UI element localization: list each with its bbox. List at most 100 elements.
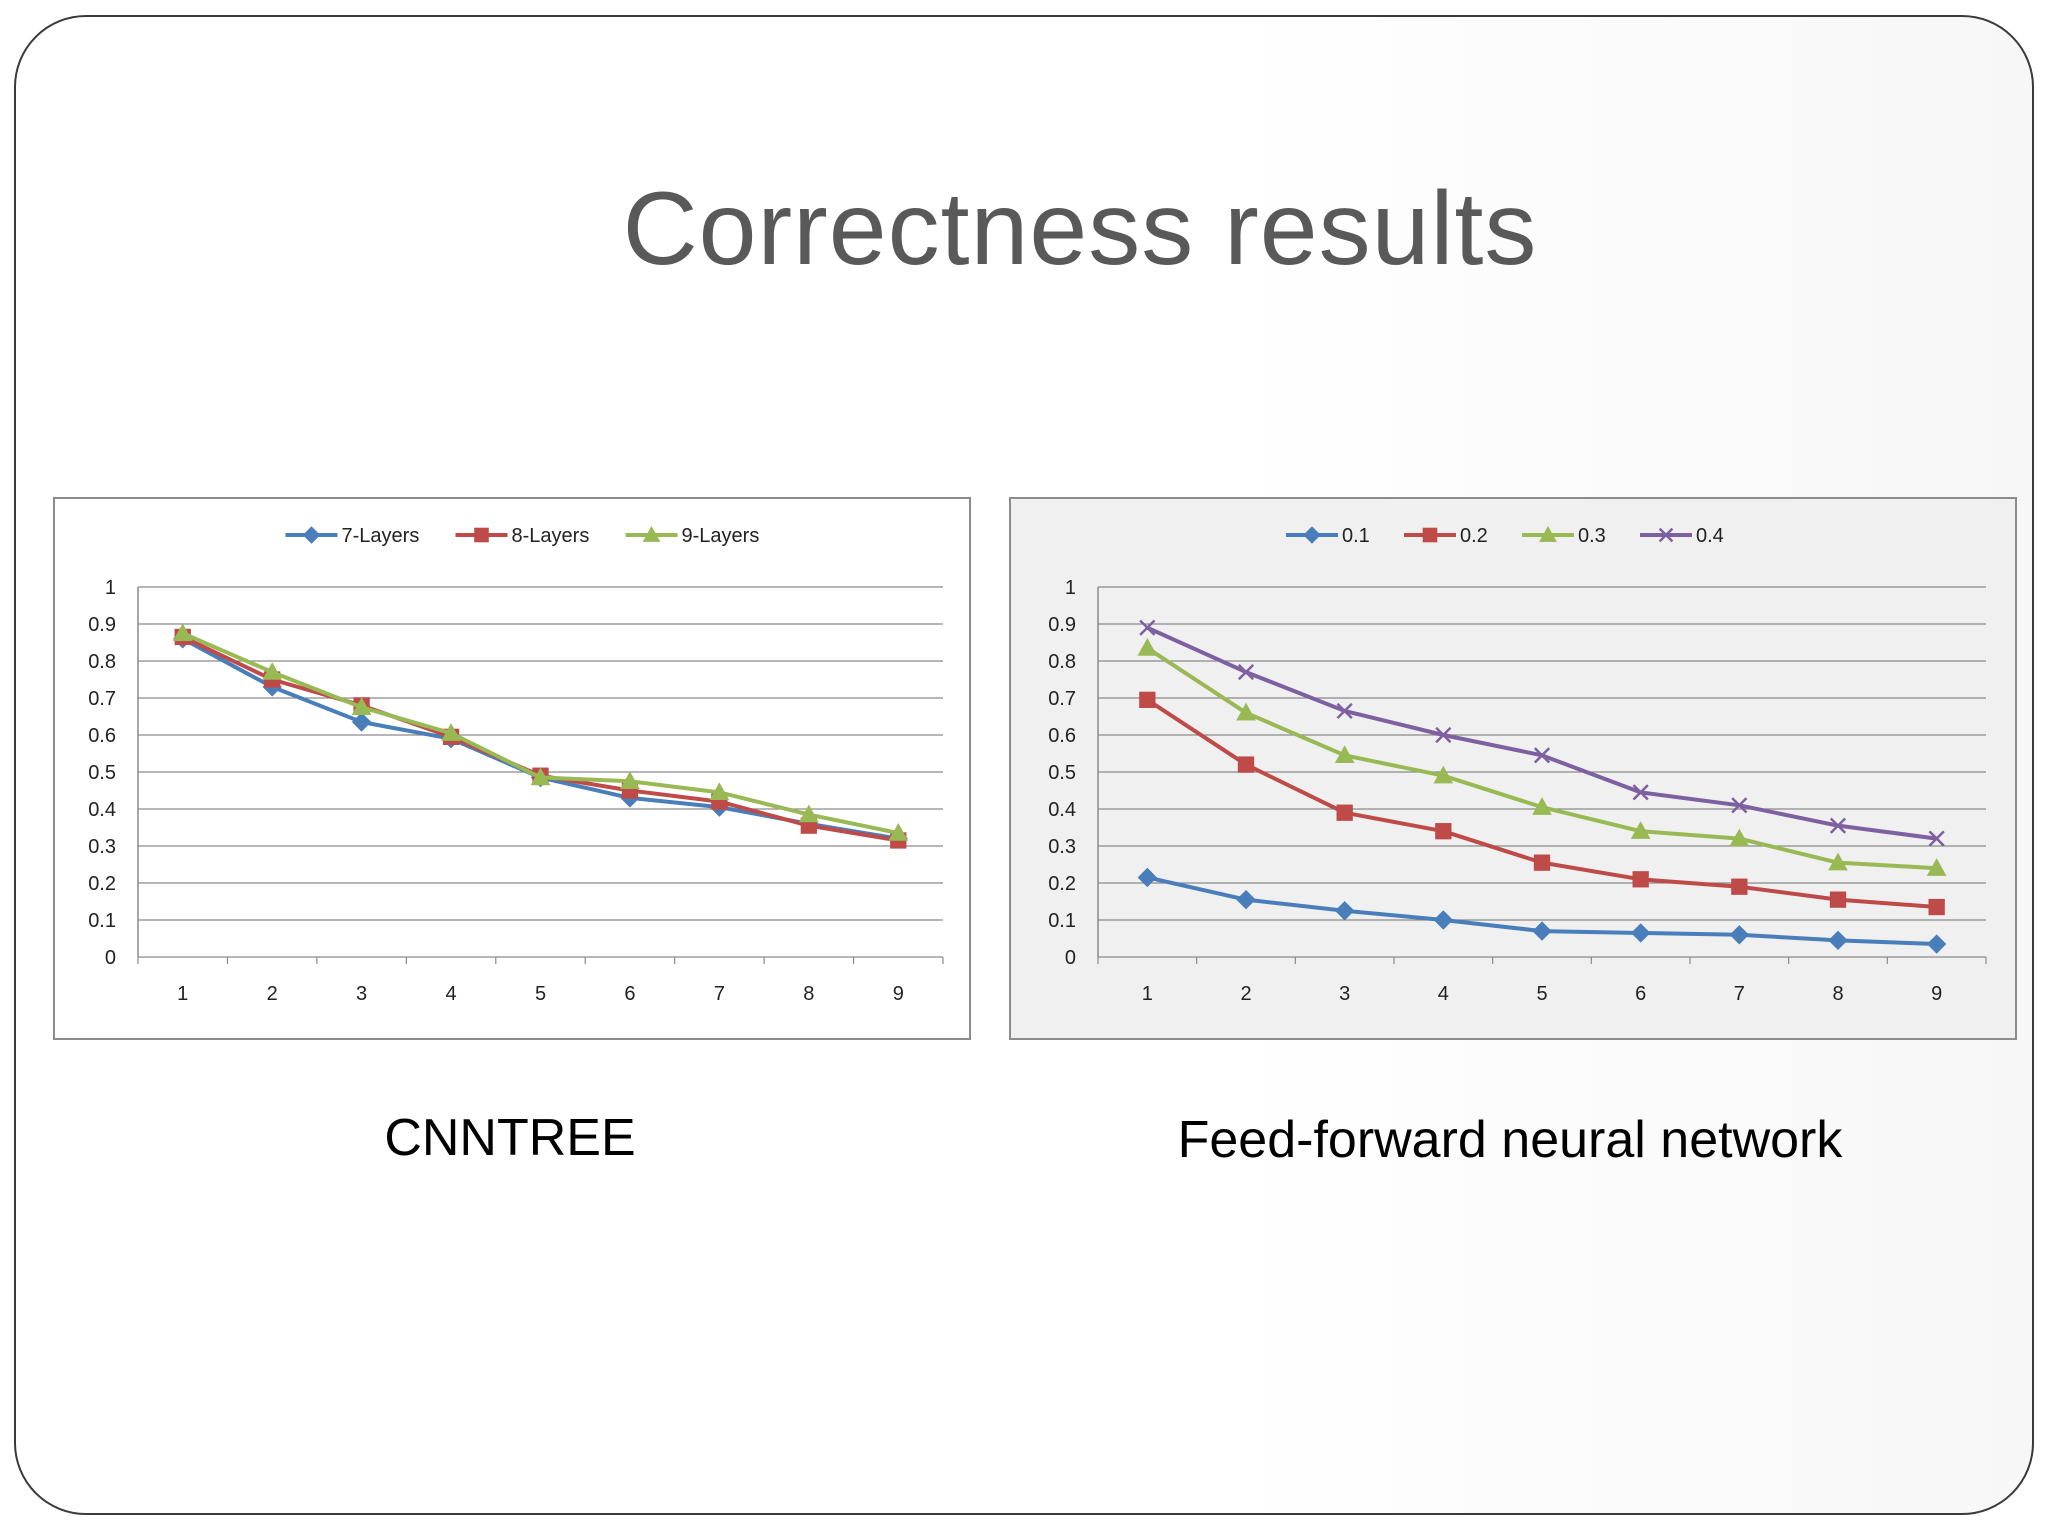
ffnn-data-point bbox=[1336, 804, 1353, 821]
cnntree-ytick-label: 0.4 bbox=[88, 799, 116, 821]
ffnn-legend-label: 0.2 bbox=[1460, 525, 1488, 547]
ffnn-ytick-label: 0.7 bbox=[1048, 688, 1076, 710]
cnntree-ytick-label: 0.8 bbox=[88, 651, 116, 673]
ffnn-legend-entry: 0.2 bbox=[1404, 525, 1488, 547]
ffnn-xtick-label: 1 bbox=[1142, 983, 1153, 1005]
ffnn-xtick-label: 3 bbox=[1339, 983, 1350, 1005]
ffnn-legend-marker bbox=[1539, 525, 1557, 542]
ffnn-data-point bbox=[1336, 702, 1353, 720]
ffnn-data-point bbox=[1532, 921, 1552, 941]
ffnn-data-point bbox=[1533, 747, 1551, 764]
ffnn-data-point bbox=[1137, 867, 1158, 888]
ffnn-data-point bbox=[1236, 889, 1256, 910]
cnntree-data-point bbox=[888, 823, 909, 841]
cnntree-ytick-label: 1 bbox=[105, 577, 116, 599]
ffnn-ytick-label: 0.6 bbox=[1048, 725, 1076, 747]
cnntree-legend-label: 9-Layers bbox=[682, 525, 760, 547]
ffnn-xtick-label: 6 bbox=[1635, 983, 1646, 1005]
cnntree-ytick-label: 0.1 bbox=[88, 910, 116, 932]
ffnn-ytick-label: 0.4 bbox=[1048, 799, 1076, 821]
cnntree-legend-marker bbox=[474, 527, 489, 543]
ffnn-data-point bbox=[1334, 901, 1355, 921]
ffnn-data-point bbox=[1139, 619, 1156, 636]
ffnn-legend-entry: 0.4 bbox=[1640, 525, 1724, 547]
ffnn-xtick-label: 8 bbox=[1832, 983, 1843, 1005]
cnntree-caption: CNNTREE bbox=[384, 1109, 636, 1167]
ffnn-legend-label: 0.3 bbox=[1578, 525, 1606, 547]
ffnn-data-point bbox=[1139, 691, 1156, 708]
cnntree-ytick-label: 0.7 bbox=[88, 688, 116, 710]
ffnn-legend-marker bbox=[1303, 526, 1321, 544]
ffnn-data-point bbox=[1433, 765, 1454, 784]
ffnn-data-point bbox=[1828, 852, 1848, 871]
ffnn-data-point bbox=[1729, 828, 1750, 847]
ffnn-xtick-label: 9 bbox=[1931, 983, 1942, 1005]
ffnn-data-point bbox=[1533, 854, 1551, 871]
cnntree-xtick-label: 4 bbox=[445, 983, 456, 1005]
ffnn-data-point bbox=[1928, 898, 1945, 916]
ffnn-caption: Feed-forward neural network bbox=[1177, 1111, 1843, 1169]
ffnn-xtick-label: 2 bbox=[1240, 983, 1251, 1005]
ffnn-ytick-label: 0.3 bbox=[1048, 836, 1076, 858]
cnntree-data-point bbox=[351, 697, 372, 715]
cnntree-xtick-label: 3 bbox=[356, 983, 367, 1005]
ffnn-xtick-label: 5 bbox=[1536, 983, 1547, 1005]
ffnn-chart-svg: 0 0.1 0.2 0.3 0.4 0.5 0.6 0.7 0.8 0.9 1 1 2 3 4 5 6 7 8 9 0.… bbox=[1048, 525, 1987, 1005]
cnntree-data-point bbox=[172, 623, 193, 641]
ffnn-chart: 0 0.1 0.2 0.3 0.4 0.5 0.6 0.7 0.8 0.9 1 1 2 3 4 5 6 7 8 9 0.… bbox=[1009, 497, 2017, 1040]
cnntree-data-point bbox=[530, 767, 551, 786]
cnntree-series-1 bbox=[173, 629, 908, 849]
ffnn-data-point bbox=[1632, 871, 1649, 888]
ffnn-legend-entry: 0.1 bbox=[1286, 525, 1370, 547]
ffnn-ytick-label: 0.5 bbox=[1048, 762, 1076, 784]
ffnn-ytick-label: 0.1 bbox=[1048, 910, 1076, 932]
ffnn-data-point bbox=[1731, 797, 1748, 814]
ffnn-data-point bbox=[1928, 830, 1945, 847]
ffnn-data-point bbox=[1237, 756, 1255, 773]
ffnn-data-point bbox=[1926, 934, 1947, 954]
ffnn-xtick-label: 4 bbox=[1438, 983, 1449, 1005]
ffnn-data-point bbox=[1926, 858, 1947, 876]
cnntree-data-point bbox=[709, 782, 730, 801]
cnntree-ytick-label: 0.3 bbox=[88, 836, 116, 858]
cnntree-legend-marker bbox=[642, 525, 661, 542]
ffnn-legend-label: 0.4 bbox=[1696, 525, 1724, 547]
ffnn-series-1 bbox=[1137, 867, 1947, 954]
ffnn-data-point bbox=[1729, 925, 1750, 945]
ffnn-data-point bbox=[1237, 664, 1255, 681]
cnntree-legend-entry: 8-Layers bbox=[455, 525, 590, 547]
cnntree-data-point bbox=[620, 771, 640, 789]
cnntree-xtick-label: 5 bbox=[535, 983, 546, 1005]
ffnn-series-2 bbox=[1139, 691, 1945, 916]
cnntree-ytick-label: 0.2 bbox=[88, 873, 116, 895]
ffnn-data-point bbox=[1829, 817, 1847, 834]
ffnn-data-point bbox=[1828, 930, 1848, 951]
cnntree-data-point bbox=[798, 804, 819, 823]
ffnn-data-point bbox=[1532, 797, 1552, 815]
ffnn-xtick-label: 7 bbox=[1734, 983, 1745, 1005]
ffnn-data-point bbox=[1632, 784, 1649, 801]
ffnn-ytick-label: 0 bbox=[1065, 947, 1076, 969]
cnntree-xtick-label: 6 bbox=[624, 983, 635, 1005]
cnntree-ytick-label: 0 bbox=[105, 947, 116, 969]
ffnn-data-point bbox=[1334, 745, 1355, 764]
cnntree-chart: 0 0.1 0.2 0.3 0.4 0.5 0.6 0.7 0.8 0.9 1 1 2 3 4 5 6 7 8 9 7-… bbox=[53, 497, 971, 1040]
ffnn-series-3 bbox=[1137, 638, 1947, 876]
ffnn-data-point bbox=[1435, 726, 1452, 744]
cnntree-series-line bbox=[181, 631, 899, 836]
ffnn-data-point bbox=[1829, 891, 1847, 908]
ffnn-legend-label: 0.1 bbox=[1342, 525, 1370, 547]
cnntree-data-point bbox=[351, 712, 372, 732]
cnntree-ytick-label: 0.6 bbox=[88, 725, 116, 747]
ffnn-ytick-label: 1 bbox=[1065, 577, 1076, 599]
cnntree-xtick-label: 9 bbox=[893, 983, 904, 1005]
ffnn-legend-marker bbox=[1422, 527, 1438, 543]
cnntree-data-point bbox=[441, 723, 461, 741]
ffnn-series-4 bbox=[1139, 619, 1945, 847]
ffnn-data-point bbox=[1731, 878, 1748, 895]
cnntree-legend-label: 8-Layers bbox=[512, 525, 590, 547]
ffnn-ytick-label: 0.8 bbox=[1048, 651, 1076, 673]
cnntree-xtick-label: 7 bbox=[714, 983, 725, 1005]
cnntree-series-3 bbox=[172, 623, 909, 841]
ffnn-data-point bbox=[1236, 702, 1256, 721]
